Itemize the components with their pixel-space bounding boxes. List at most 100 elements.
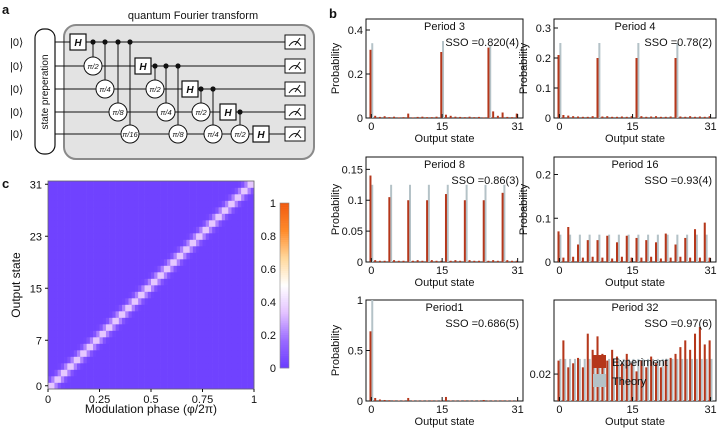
heatmap-cell [218, 382, 223, 390]
experiment-bar [463, 400, 466, 401]
heatmap-cell [131, 278, 136, 286]
heatmap-cell [167, 304, 171, 312]
heatmap-cell [157, 213, 161, 221]
heatmap-cell [147, 317, 152, 325]
heatmap-cell [73, 233, 78, 240]
heatmap-cell [54, 363, 58, 370]
heatmap-cell [64, 330, 68, 338]
theory-bar [676, 43, 679, 118]
heatmap-cell [189, 291, 194, 299]
heatmap-cell [225, 265, 229, 273]
heatmap-cell [118, 363, 123, 370]
heatmap-cell [54, 213, 58, 221]
heatmap-cell [189, 337, 194, 344]
heatmap-cell [250, 356, 255, 364]
experiment-bar [515, 113, 518, 118]
heatmap-cell [208, 213, 213, 221]
experiment-bar [606, 235, 609, 262]
heatmap-cell [179, 233, 184, 240]
heatmap-cell [102, 304, 107, 312]
phase-gate: π/8 [108, 102, 128, 122]
x-tick-label: 0 [556, 265, 562, 277]
heatmap-cell [237, 343, 242, 351]
experiment-bar [576, 244, 580, 262]
heatmap-cell [147, 213, 152, 221]
theory-bar [617, 358, 620, 401]
heatmap-cell [231, 259, 235, 266]
phase-gate-label: π/16 [122, 130, 138, 139]
heatmap-cell [70, 239, 75, 247]
heatmap-cell [83, 226, 87, 234]
heatmap-cell [237, 187, 242, 195]
heatmap-cell [134, 265, 139, 273]
heatmap-cell [128, 259, 132, 266]
heatmap-cell [151, 233, 155, 240]
heatmap-cell [134, 226, 139, 234]
heatmap-cell [163, 343, 168, 351]
heatmap-cell [70, 259, 75, 266]
heatmap-cell [221, 337, 226, 344]
heatmap-cell [192, 382, 197, 390]
colorbar-segment [280, 277, 289, 280]
heatmap-cell [128, 369, 132, 377]
heatmap-cell [167, 239, 171, 247]
heatmap-cell [147, 233, 152, 240]
heatmap-cell [115, 376, 120, 383]
heatmap-cell [131, 252, 136, 260]
heatmap-cell [208, 330, 213, 338]
heatmap-cell [234, 246, 239, 253]
heatmap-cell [125, 259, 129, 266]
heatmap-cell [138, 382, 142, 390]
heatmap-cell [141, 181, 145, 188]
heatmap-cell [83, 252, 87, 260]
heatmap-cell [96, 194, 100, 201]
heatmap-cell [221, 304, 226, 312]
theory-bar [489, 45, 492, 118]
heatmap-cell [128, 350, 132, 357]
heatmap-cell [83, 239, 87, 247]
heatmap-cell [70, 376, 75, 383]
heatmap-cell [170, 330, 174, 338]
heatmap-cell [247, 252, 252, 260]
heatmap-cell [105, 239, 110, 247]
heatmap-cell [151, 356, 155, 364]
heatmap-cell [131, 337, 136, 344]
colorbar-segment [280, 269, 289, 272]
heatmap-cell [202, 337, 207, 344]
heatmap-cell [144, 376, 149, 383]
heatmap-cell [186, 363, 190, 370]
heatmap-cell [57, 311, 62, 318]
heatmap-cell [215, 356, 219, 364]
heatmap-cell [73, 200, 78, 208]
heatmap-cell [247, 226, 252, 234]
heatmap-cell [112, 291, 116, 299]
experiment-bar [459, 116, 462, 118]
heatmap-cell [138, 239, 142, 247]
experiment-bar [576, 116, 580, 118]
heatmap-cell [138, 187, 142, 195]
heatmap-cell [196, 265, 200, 273]
heatmap-cell [228, 382, 232, 390]
heatmap-cell [247, 239, 252, 247]
heatmap-cell [60, 304, 65, 312]
heatmap-cell [205, 382, 210, 390]
colorbar-segment [280, 225, 289, 229]
heatmap-cell [141, 291, 145, 299]
heatmap-cell [54, 324, 58, 331]
heatmap-cell [134, 285, 139, 292]
heatmap-cell [48, 291, 52, 299]
heatmap-cell [225, 226, 229, 234]
heatmap-cell [237, 213, 242, 221]
heatmap-cell [118, 220, 123, 227]
heatmap-cell [157, 200, 161, 208]
heatmap-cell [247, 213, 252, 221]
heatmap-cell [76, 356, 81, 364]
heatmap-cell [67, 239, 71, 247]
heatmap-cell [64, 194, 68, 201]
experiment-bar [693, 116, 697, 118]
heatmap-cell [89, 181, 94, 188]
experiment-bar [501, 112, 504, 118]
heatmap-cell [250, 233, 255, 240]
heatmap-cell [64, 363, 68, 370]
